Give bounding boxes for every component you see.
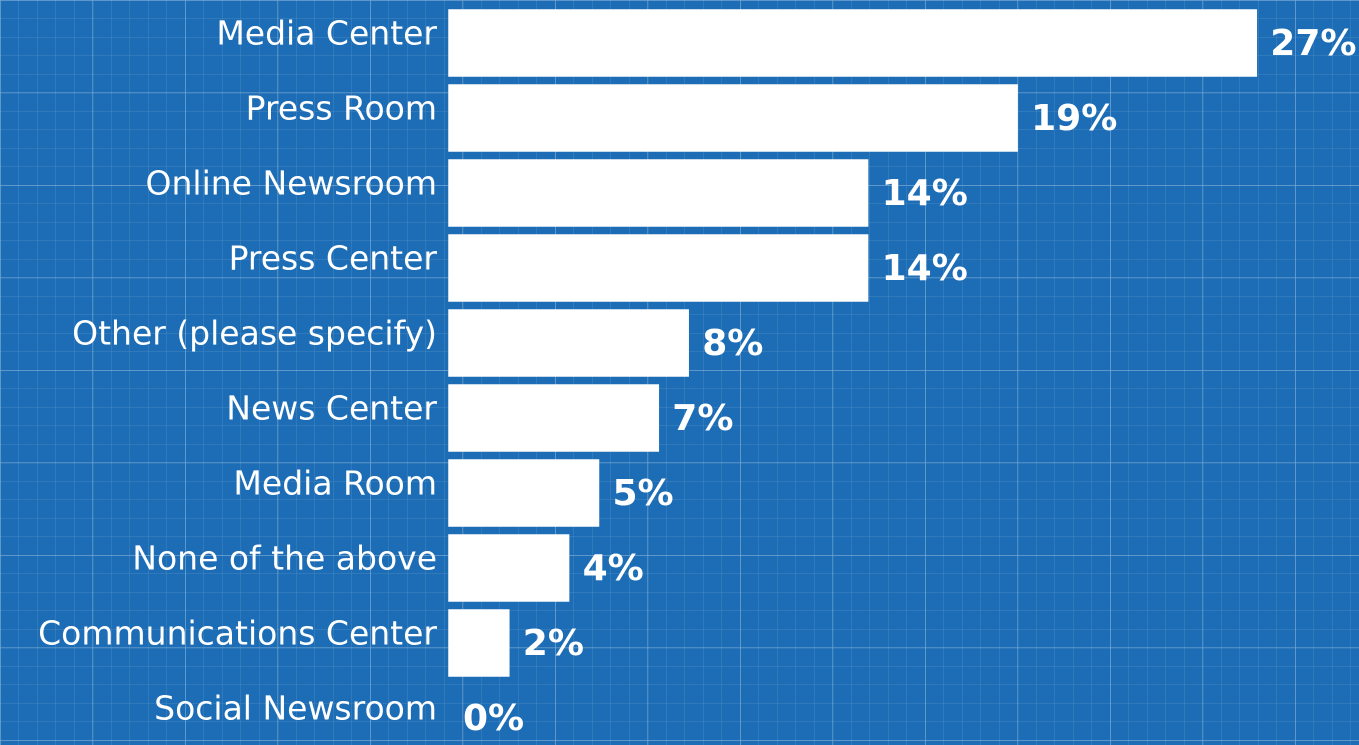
value-label: 19% [1031, 98, 1117, 139]
category-label: Other (please specify) [72, 314, 437, 353]
value-label: 0% [463, 698, 524, 739]
value-label: 4% [583, 548, 644, 589]
category-label: None of the above [132, 539, 437, 578]
category-label: News Center [226, 389, 437, 428]
category-label: Communications Center [38, 614, 437, 653]
bar [448, 609, 510, 677]
value-label: 14% [882, 248, 968, 289]
category-label: Media Center [216, 14, 437, 53]
category-label: Press Center [229, 239, 438, 278]
bar [448, 309, 689, 377]
value-label: 8% [702, 323, 763, 364]
value-label: 27% [1270, 23, 1356, 64]
value-label: 2% [523, 623, 584, 664]
bar [448, 159, 869, 227]
bar [448, 534, 570, 602]
bar [448, 234, 869, 302]
value-label: 7% [672, 398, 733, 439]
value-label: 5% [613, 473, 674, 514]
bar [448, 459, 600, 527]
category-label: Press Room [246, 89, 437, 128]
category-label: Media Room [233, 464, 437, 503]
category-label: Social Newsroom [154, 689, 437, 728]
bar [448, 84, 1018, 152]
bar [448, 9, 1258, 77]
value-label: 14% [882, 173, 968, 214]
category-label: Online Newsroom [146, 164, 437, 203]
bar [448, 384, 660, 452]
